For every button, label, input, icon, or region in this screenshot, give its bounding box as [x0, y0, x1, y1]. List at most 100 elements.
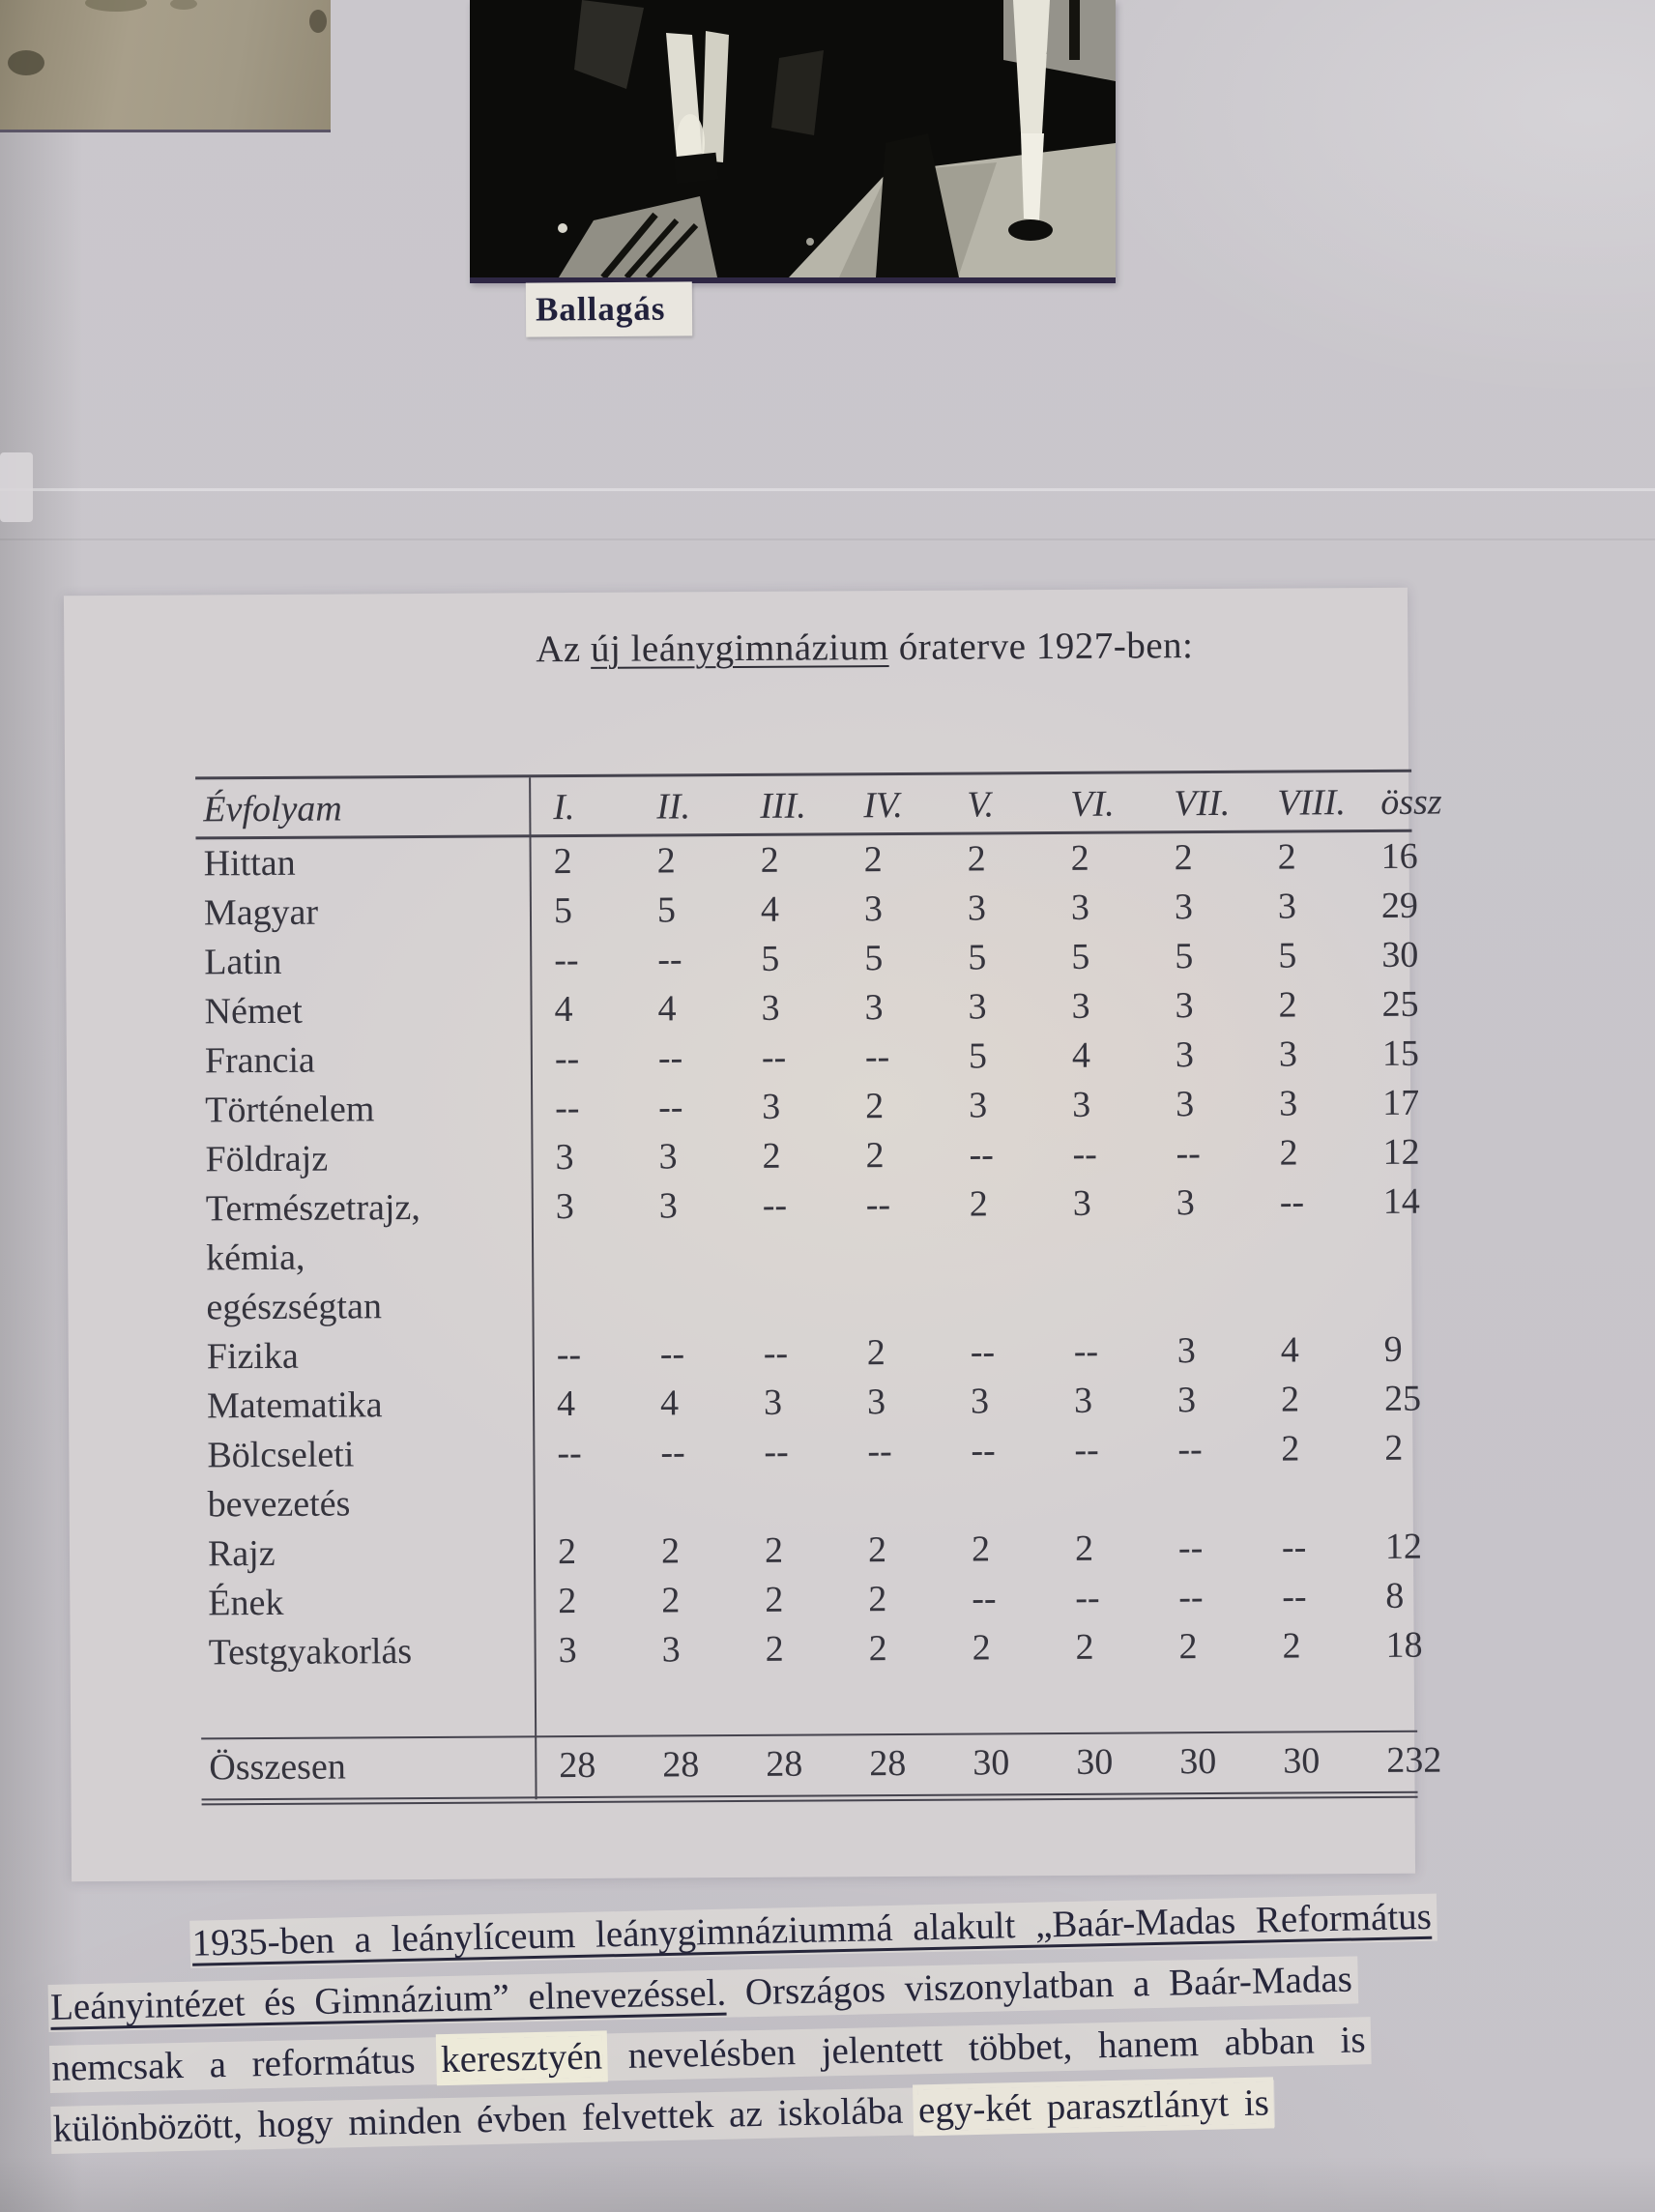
hours-cell: 5 — [968, 937, 987, 978]
subject-label: Matematika — [206, 1384, 383, 1427]
hours-cell: 3 — [1175, 985, 1194, 1027]
hours-cell: 3 — [1176, 1330, 1196, 1372]
paragraph-line-4-highlight: egy-két parasztlányt is — [917, 2081, 1270, 2132]
table-row: Hittan 2 2 2 2 2 2 2 2 16 — [195, 832, 1418, 889]
hours-cell: -- — [1074, 1429, 1099, 1470]
hours-cell: 3 — [1072, 1084, 1091, 1125]
hours-cell: 3 — [1070, 887, 1090, 928]
hours-cell: 2 — [765, 1579, 784, 1620]
subject-label: Testgyakorlás — [208, 1631, 413, 1674]
hours-cell: 5 — [1278, 935, 1297, 976]
hours-cell: -- — [764, 1431, 789, 1472]
hours-cell: -- — [1075, 1577, 1100, 1618]
table-row: Földrajz 3 3 2 2 -- -- -- 2 12 — [197, 1128, 1419, 1185]
hours-cell: 3 — [558, 1630, 577, 1672]
table-header-col: V. — [967, 784, 995, 826]
hours-cell: -- — [1279, 1181, 1305, 1223]
hours-cell: -- — [660, 1432, 685, 1473]
hours-cell: -- — [657, 939, 682, 980]
hours-cell: 2 — [1282, 1625, 1301, 1667]
hours-cell: -- — [557, 1433, 582, 1474]
photo-fragment-mark — [8, 50, 44, 75]
hours-cell: 2 — [1280, 1379, 1300, 1420]
subject-label: Francia — [204, 1039, 315, 1082]
hours-cell: 4 — [556, 1383, 576, 1425]
table-row: Matematika 4 4 3 3 3 3 3 2 25 — [199, 1375, 1421, 1432]
hours-cell: 4 — [1071, 1034, 1091, 1076]
hours-cell: -- — [1177, 1429, 1203, 1470]
hours-cell: 12 — [1384, 1526, 1423, 1567]
total-cell: 28 — [869, 1742, 907, 1785]
hours-cell: -- — [1073, 1330, 1099, 1372]
hours-cell: 3 — [661, 1629, 681, 1671]
hours-cell: -- — [554, 1038, 580, 1080]
hours-cell: 2 — [558, 1581, 577, 1622]
table-row: Latin -- -- 5 5 5 5 5 5 30 — [196, 931, 1418, 988]
hours-cell: 4 — [760, 888, 780, 930]
hours-cell: 2 — [1178, 1626, 1198, 1668]
total-cell: 30 — [1179, 1740, 1217, 1783]
hours-cell: -- — [658, 1087, 683, 1128]
hours-cell: 2 — [865, 1086, 885, 1127]
hours-cell: 3 — [1073, 1380, 1093, 1421]
hours-cell: 4 — [554, 989, 573, 1031]
hours-cell: 16 — [1380, 835, 1418, 877]
hours-cell: 3 — [1174, 887, 1194, 928]
hours-cell: 4 — [657, 988, 677, 1030]
subject-label: Történelem — [205, 1089, 375, 1131]
hours-cell: 2 — [762, 1135, 781, 1177]
hours-cell: 17 — [1382, 1082, 1420, 1123]
subject-label: Fizika — [206, 1335, 299, 1378]
hours-cell: 3 — [1176, 1084, 1195, 1125]
table-header-col: III. — [760, 785, 806, 827]
photo-scene — [470, 0, 1116, 277]
subject-label: Hittan — [203, 842, 296, 885]
paragraph-line-4-a: különbözött, hogy minden évben felvettek… — [52, 2089, 919, 2150]
hours-cell: 3 — [658, 1185, 678, 1227]
hours-cell: 3 — [1176, 1380, 1197, 1421]
hours-cell: 15 — [1381, 1033, 1419, 1074]
photo-fragment-mark — [85, 0, 147, 12]
subject-label: Német — [204, 990, 304, 1033]
subject-label: Bölcseleti bevezetés — [207, 1434, 355, 1526]
hours-cell: 3 — [658, 1136, 678, 1178]
photo-fragment-top-left — [0, 0, 331, 132]
hours-cell: 18 — [1385, 1624, 1423, 1666]
hours-cell: -- — [1177, 1528, 1204, 1569]
table-header-col: II. — [656, 786, 691, 828]
hours-cell: 12 — [1382, 1131, 1420, 1173]
photo-caption-strip: Ballagás — [525, 281, 693, 337]
hours-cell: 2 — [1075, 1626, 1094, 1668]
paper-crease — [0, 488, 1655, 491]
table-row: Rajz 2 2 2 2 2 2 -- -- 12 — [200, 1523, 1422, 1580]
hours-cell: 3 — [968, 986, 987, 1028]
hours-cell: -- — [555, 1088, 580, 1129]
table-row: Magyar 5 5 4 3 3 3 3 3 29 — [196, 882, 1418, 939]
table-title: Az új leánygimnázium óraterve 1927-ben: — [536, 624, 1193, 671]
table-title-pre: Az — [536, 627, 592, 671]
table-header-row: Évfolyam I. II. III. IV. V. VI. VII. VIII. össz — [195, 769, 1442, 840]
hours-cell: -- — [864, 1036, 890, 1078]
total-cell: 30 — [1076, 1741, 1114, 1783]
hours-cell: 3 — [555, 1186, 574, 1228]
hours-cell: 2 — [865, 1135, 885, 1177]
table-body: Hittan 2 2 2 2 2 2 2 2 16 Magyar 5 5 4 3 3 3 3 3 29 Latin -- -… — [195, 832, 1423, 1678]
history-paragraph: 1935-ben a leánylíceum leánygimnáziummá … — [46, 1881, 1637, 2160]
hours-cell: 2 — [868, 1628, 887, 1670]
hours-cell: 5 — [968, 1035, 988, 1077]
subject-label: Földrajz — [205, 1138, 329, 1180]
table-header-col: I. — [553, 787, 575, 829]
hours-cell: 2 — [656, 840, 676, 882]
photo-fragment-mark — [170, 0, 197, 10]
hours-cell: 3 — [1277, 886, 1297, 927]
hours-cell: 5 — [864, 938, 884, 979]
hours-cell: 5 — [1071, 936, 1090, 977]
hours-cell: 5 — [656, 889, 677, 931]
hours-cell: -- — [659, 1333, 685, 1375]
paragraph-line-2-rest: Országos viszonylatban a Baár-Madas — [725, 1958, 1353, 2014]
table-header-col: VIII. — [1277, 782, 1347, 824]
hours-cell: 25 — [1383, 1378, 1422, 1419]
photo-caption-label: Ballagás — [535, 289, 666, 329]
hours-cell: 3 — [1279, 1083, 1298, 1124]
table-row: Testgyakorlás 3 3 2 2 2 2 2 2 18 — [200, 1621, 1423, 1678]
